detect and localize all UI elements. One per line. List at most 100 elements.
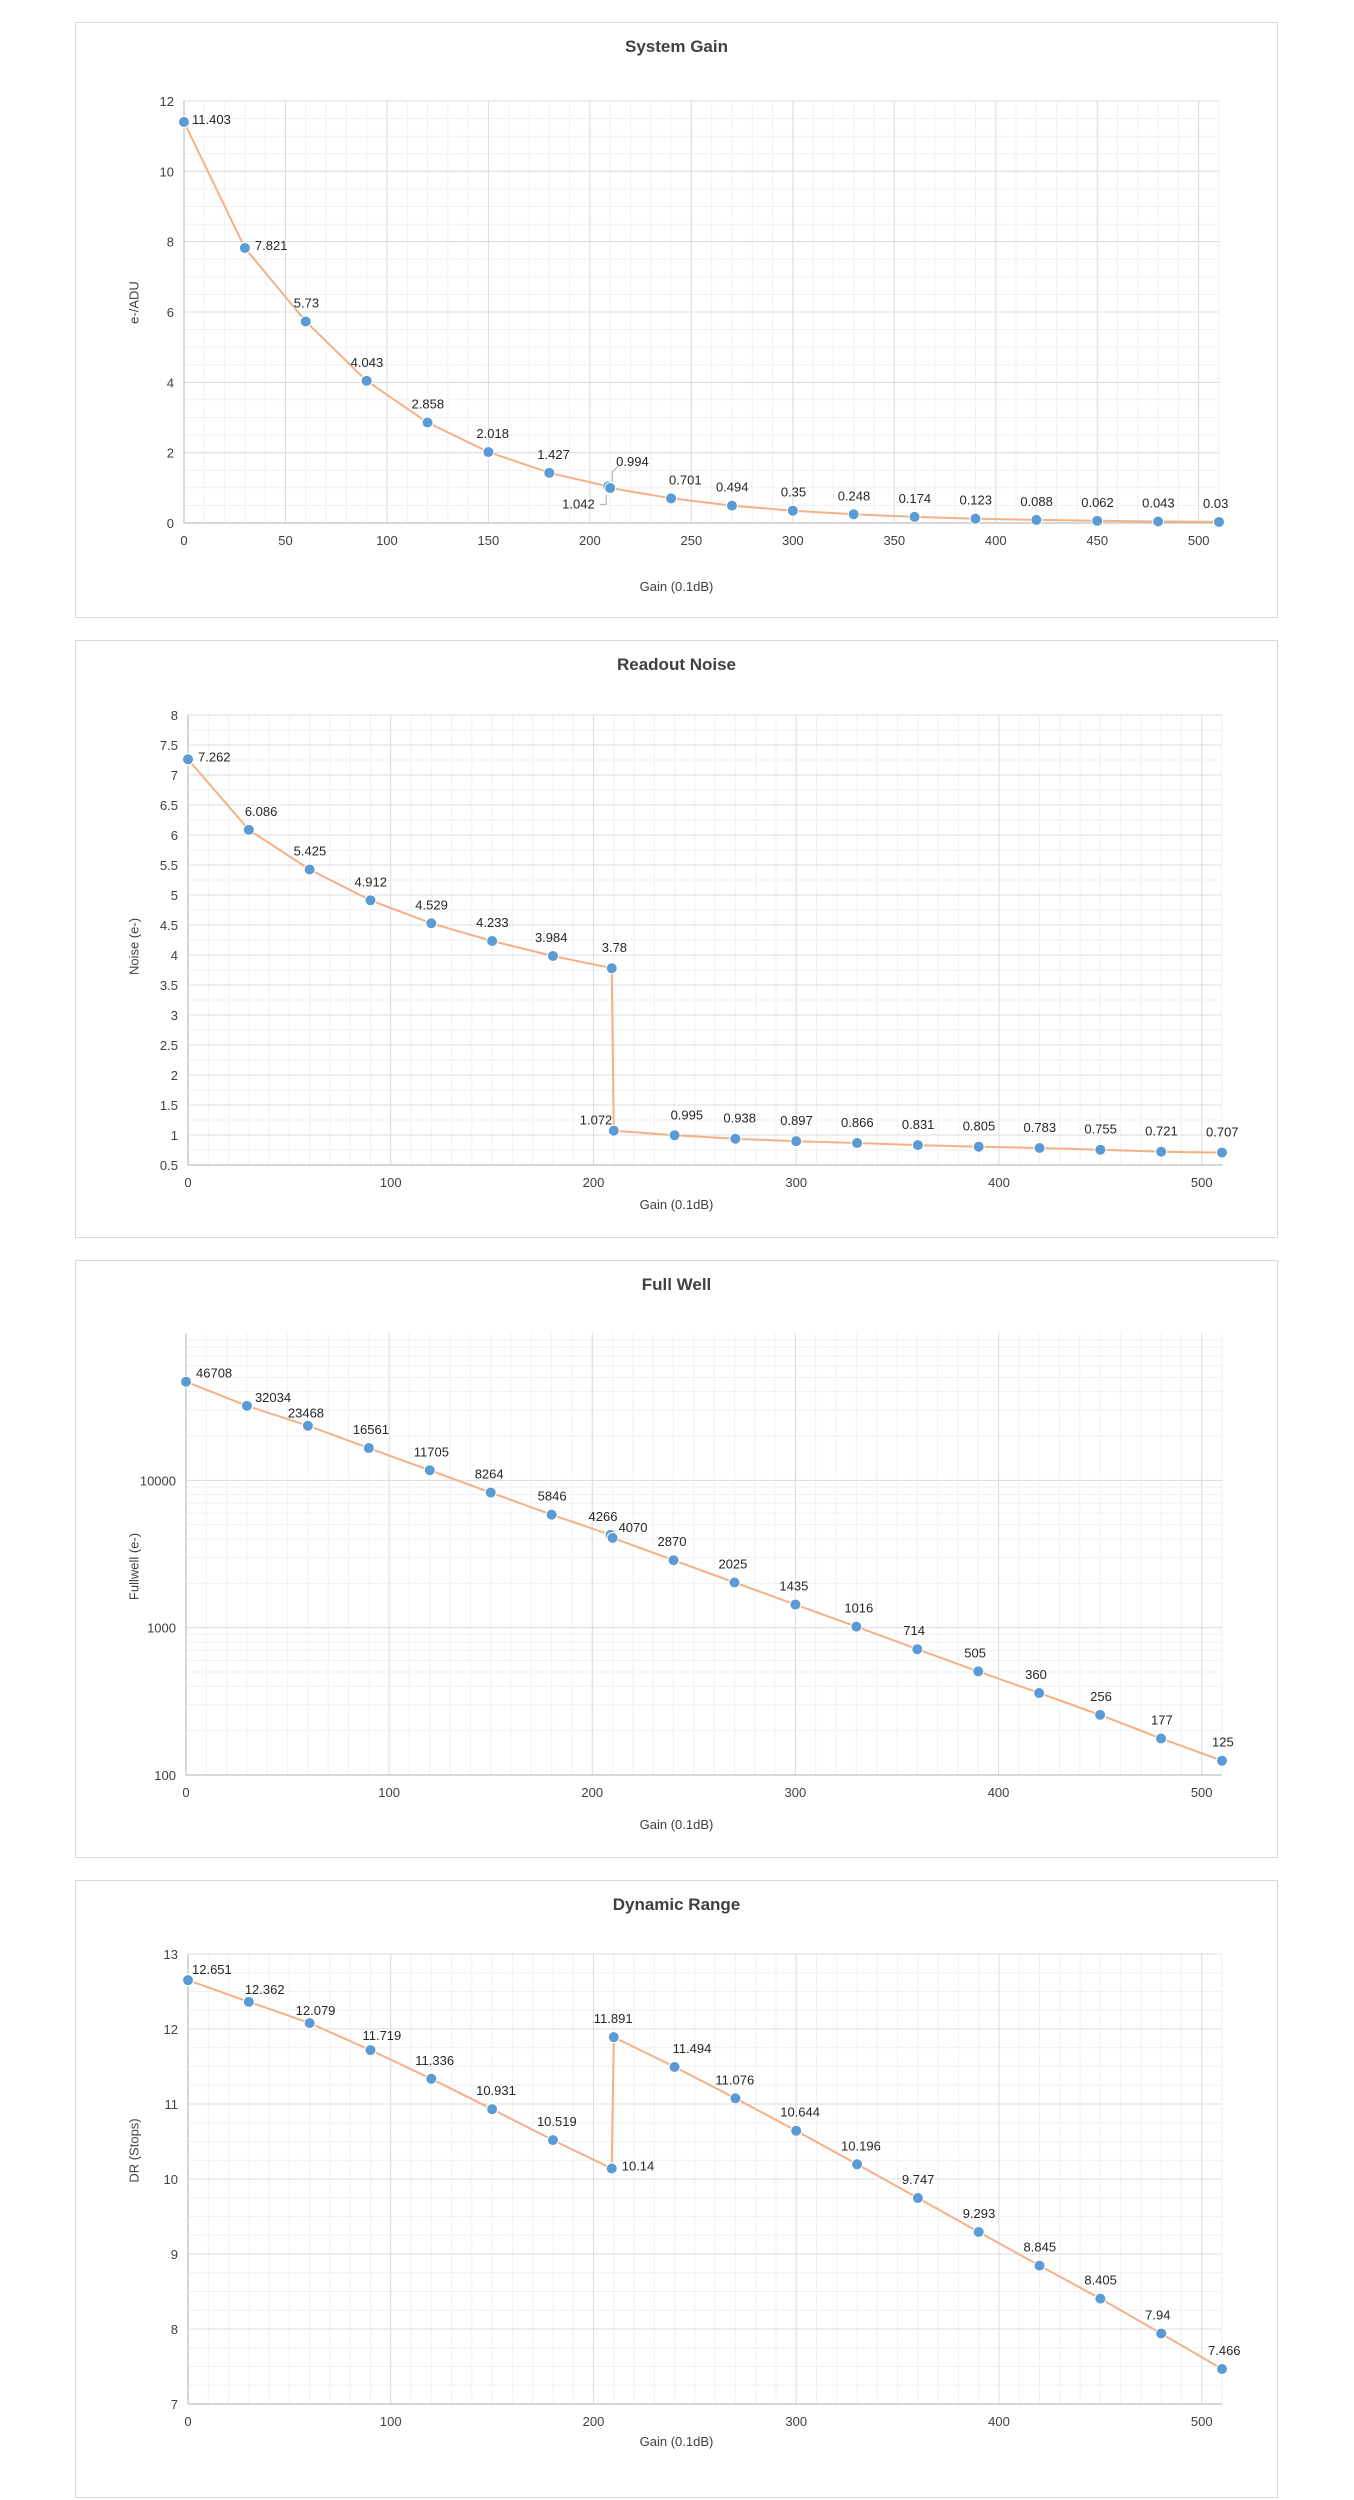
data-label: 7.94 bbox=[1145, 2308, 1170, 2323]
data-point bbox=[911, 1643, 924, 1656]
label-leader-line bbox=[600, 494, 607, 505]
y-tick-label: 12 bbox=[160, 94, 174, 109]
data-point bbox=[364, 894, 377, 907]
data-point bbox=[972, 1665, 985, 1678]
x-tick-label: 300 bbox=[782, 533, 804, 548]
data-point bbox=[238, 241, 251, 254]
data-point bbox=[605, 2162, 618, 2175]
x-tick-label: 400 bbox=[985, 533, 1007, 548]
data-label: 0.707 bbox=[1206, 1125, 1239, 1140]
data-point bbox=[911, 1139, 924, 1152]
data-label: 11.076 bbox=[715, 2072, 754, 2087]
data-label: 0.831 bbox=[902, 1117, 935, 1132]
data-label: 4.043 bbox=[351, 355, 384, 370]
data-point bbox=[728, 1576, 741, 1589]
data-label: 11.403 bbox=[192, 112, 231, 127]
y-tick-label: 12 bbox=[164, 2022, 178, 2037]
data-label: 0.35 bbox=[781, 485, 806, 500]
data-point bbox=[182, 753, 194, 766]
y-tick-label: 2 bbox=[171, 1068, 178, 1083]
data-point bbox=[240, 1399, 253, 1412]
data-point bbox=[911, 2191, 924, 2204]
data-point bbox=[299, 315, 312, 328]
x-tick-label: 350 bbox=[883, 533, 905, 548]
x-tick-label: 500 bbox=[1191, 1785, 1213, 1800]
gridlines bbox=[183, 100, 1220, 524]
y-tick-label: 2 bbox=[167, 446, 174, 461]
y-tick-label: 2.5 bbox=[160, 1038, 178, 1053]
x-tick-label: 400 bbox=[988, 2414, 1010, 2429]
data-point bbox=[607, 1124, 620, 1137]
data-label: 0.701 bbox=[669, 472, 702, 487]
data-point bbox=[1094, 1708, 1107, 1721]
data-label: 12.079 bbox=[296, 2003, 336, 2018]
data-label: 0.494 bbox=[716, 480, 749, 495]
data-label: 7.821 bbox=[255, 238, 288, 253]
y-tick-label: 4 bbox=[171, 948, 178, 963]
data-point bbox=[543, 466, 556, 479]
data-label: 8.845 bbox=[1024, 2240, 1057, 2255]
y-tick-label: 6.5 bbox=[160, 798, 178, 813]
data-point bbox=[360, 374, 373, 387]
data-label: 11.719 bbox=[362, 2028, 401, 2043]
y-tick-label: 3.5 bbox=[160, 978, 178, 993]
x-tick-label: 200 bbox=[583, 2414, 605, 2429]
x-tick-label: 100 bbox=[378, 1785, 400, 1800]
data-point bbox=[790, 1135, 803, 1148]
data-label: 3.984 bbox=[535, 930, 568, 945]
data-label: 2025 bbox=[718, 1557, 747, 1572]
data-point bbox=[1213, 515, 1225, 528]
x-tick-label: 200 bbox=[581, 1785, 603, 1800]
data-label: 3.78 bbox=[602, 940, 627, 955]
data-point bbox=[303, 863, 316, 876]
x-tick-label: 500 bbox=[1188, 533, 1210, 548]
data-point bbox=[972, 2226, 985, 2239]
y-tick-label: 1 bbox=[171, 1128, 178, 1143]
x-tick-label: 150 bbox=[478, 533, 500, 548]
gridlines bbox=[187, 714, 1223, 1166]
data-label: 0.043 bbox=[1142, 495, 1175, 510]
data-point bbox=[1094, 2292, 1107, 2305]
data-label: 23468 bbox=[288, 1406, 324, 1421]
data-point bbox=[182, 1974, 194, 1987]
data-label: 12.362 bbox=[245, 1982, 285, 1997]
data-label: 0.995 bbox=[671, 1107, 704, 1122]
x-tick-label: 0 bbox=[184, 2414, 191, 2429]
data-point bbox=[789, 1598, 802, 1611]
data-point bbox=[605, 962, 618, 975]
data-label: 1.427 bbox=[537, 447, 570, 462]
x-tick-label: 400 bbox=[988, 1175, 1010, 1190]
system-gain-plot: 0 50 100 150 200 250 300 350 400 450 500 0 2 4 6 8 10 12 1… bbox=[160, 94, 1229, 548]
data-label: 6.086 bbox=[245, 804, 278, 819]
y-tick-label: 7 bbox=[171, 768, 178, 783]
data-label: 11.891 bbox=[594, 2011, 633, 2026]
data-point bbox=[790, 2124, 803, 2137]
dynamic-range-plot: 0 100 200 300 400 500 7 8 9 10 11 12 13 12.651 12.362 1… bbox=[164, 1947, 1241, 2429]
data-label: 4070 bbox=[619, 1520, 648, 1535]
data-point bbox=[969, 512, 982, 525]
data-label: 0.897 bbox=[780, 1113, 813, 1128]
data-point bbox=[1155, 2327, 1168, 2340]
series-line bbox=[185, 1380, 1223, 1762]
y-tick-label: 6 bbox=[167, 305, 174, 320]
data-label: 7.466 bbox=[1208, 2343, 1241, 2358]
x-tick-label: 100 bbox=[380, 1175, 402, 1190]
data-label: 10.931 bbox=[476, 2083, 516, 2098]
data-label: 10.14 bbox=[622, 2159, 655, 2174]
x-tick-label: 500 bbox=[1191, 1175, 1213, 1190]
data-point bbox=[486, 935, 499, 948]
chart-title: Full Well bbox=[641, 1275, 712, 1294]
data-point bbox=[486, 2103, 499, 2116]
data-label: 360 bbox=[1025, 1667, 1047, 1682]
data-label: 11.336 bbox=[415, 2053, 454, 2068]
y-tick-label: 6 bbox=[171, 828, 178, 843]
data-point bbox=[425, 917, 438, 930]
data-label: 10.644 bbox=[780, 2105, 820, 2120]
data-label: 9.747 bbox=[902, 2172, 935, 2187]
x-tick-label: 500 bbox=[1191, 2414, 1213, 2429]
label-leader-line bbox=[611, 465, 619, 483]
y-tick-label: 8 bbox=[167, 235, 174, 250]
data-label: 1.072 bbox=[580, 1113, 613, 1128]
